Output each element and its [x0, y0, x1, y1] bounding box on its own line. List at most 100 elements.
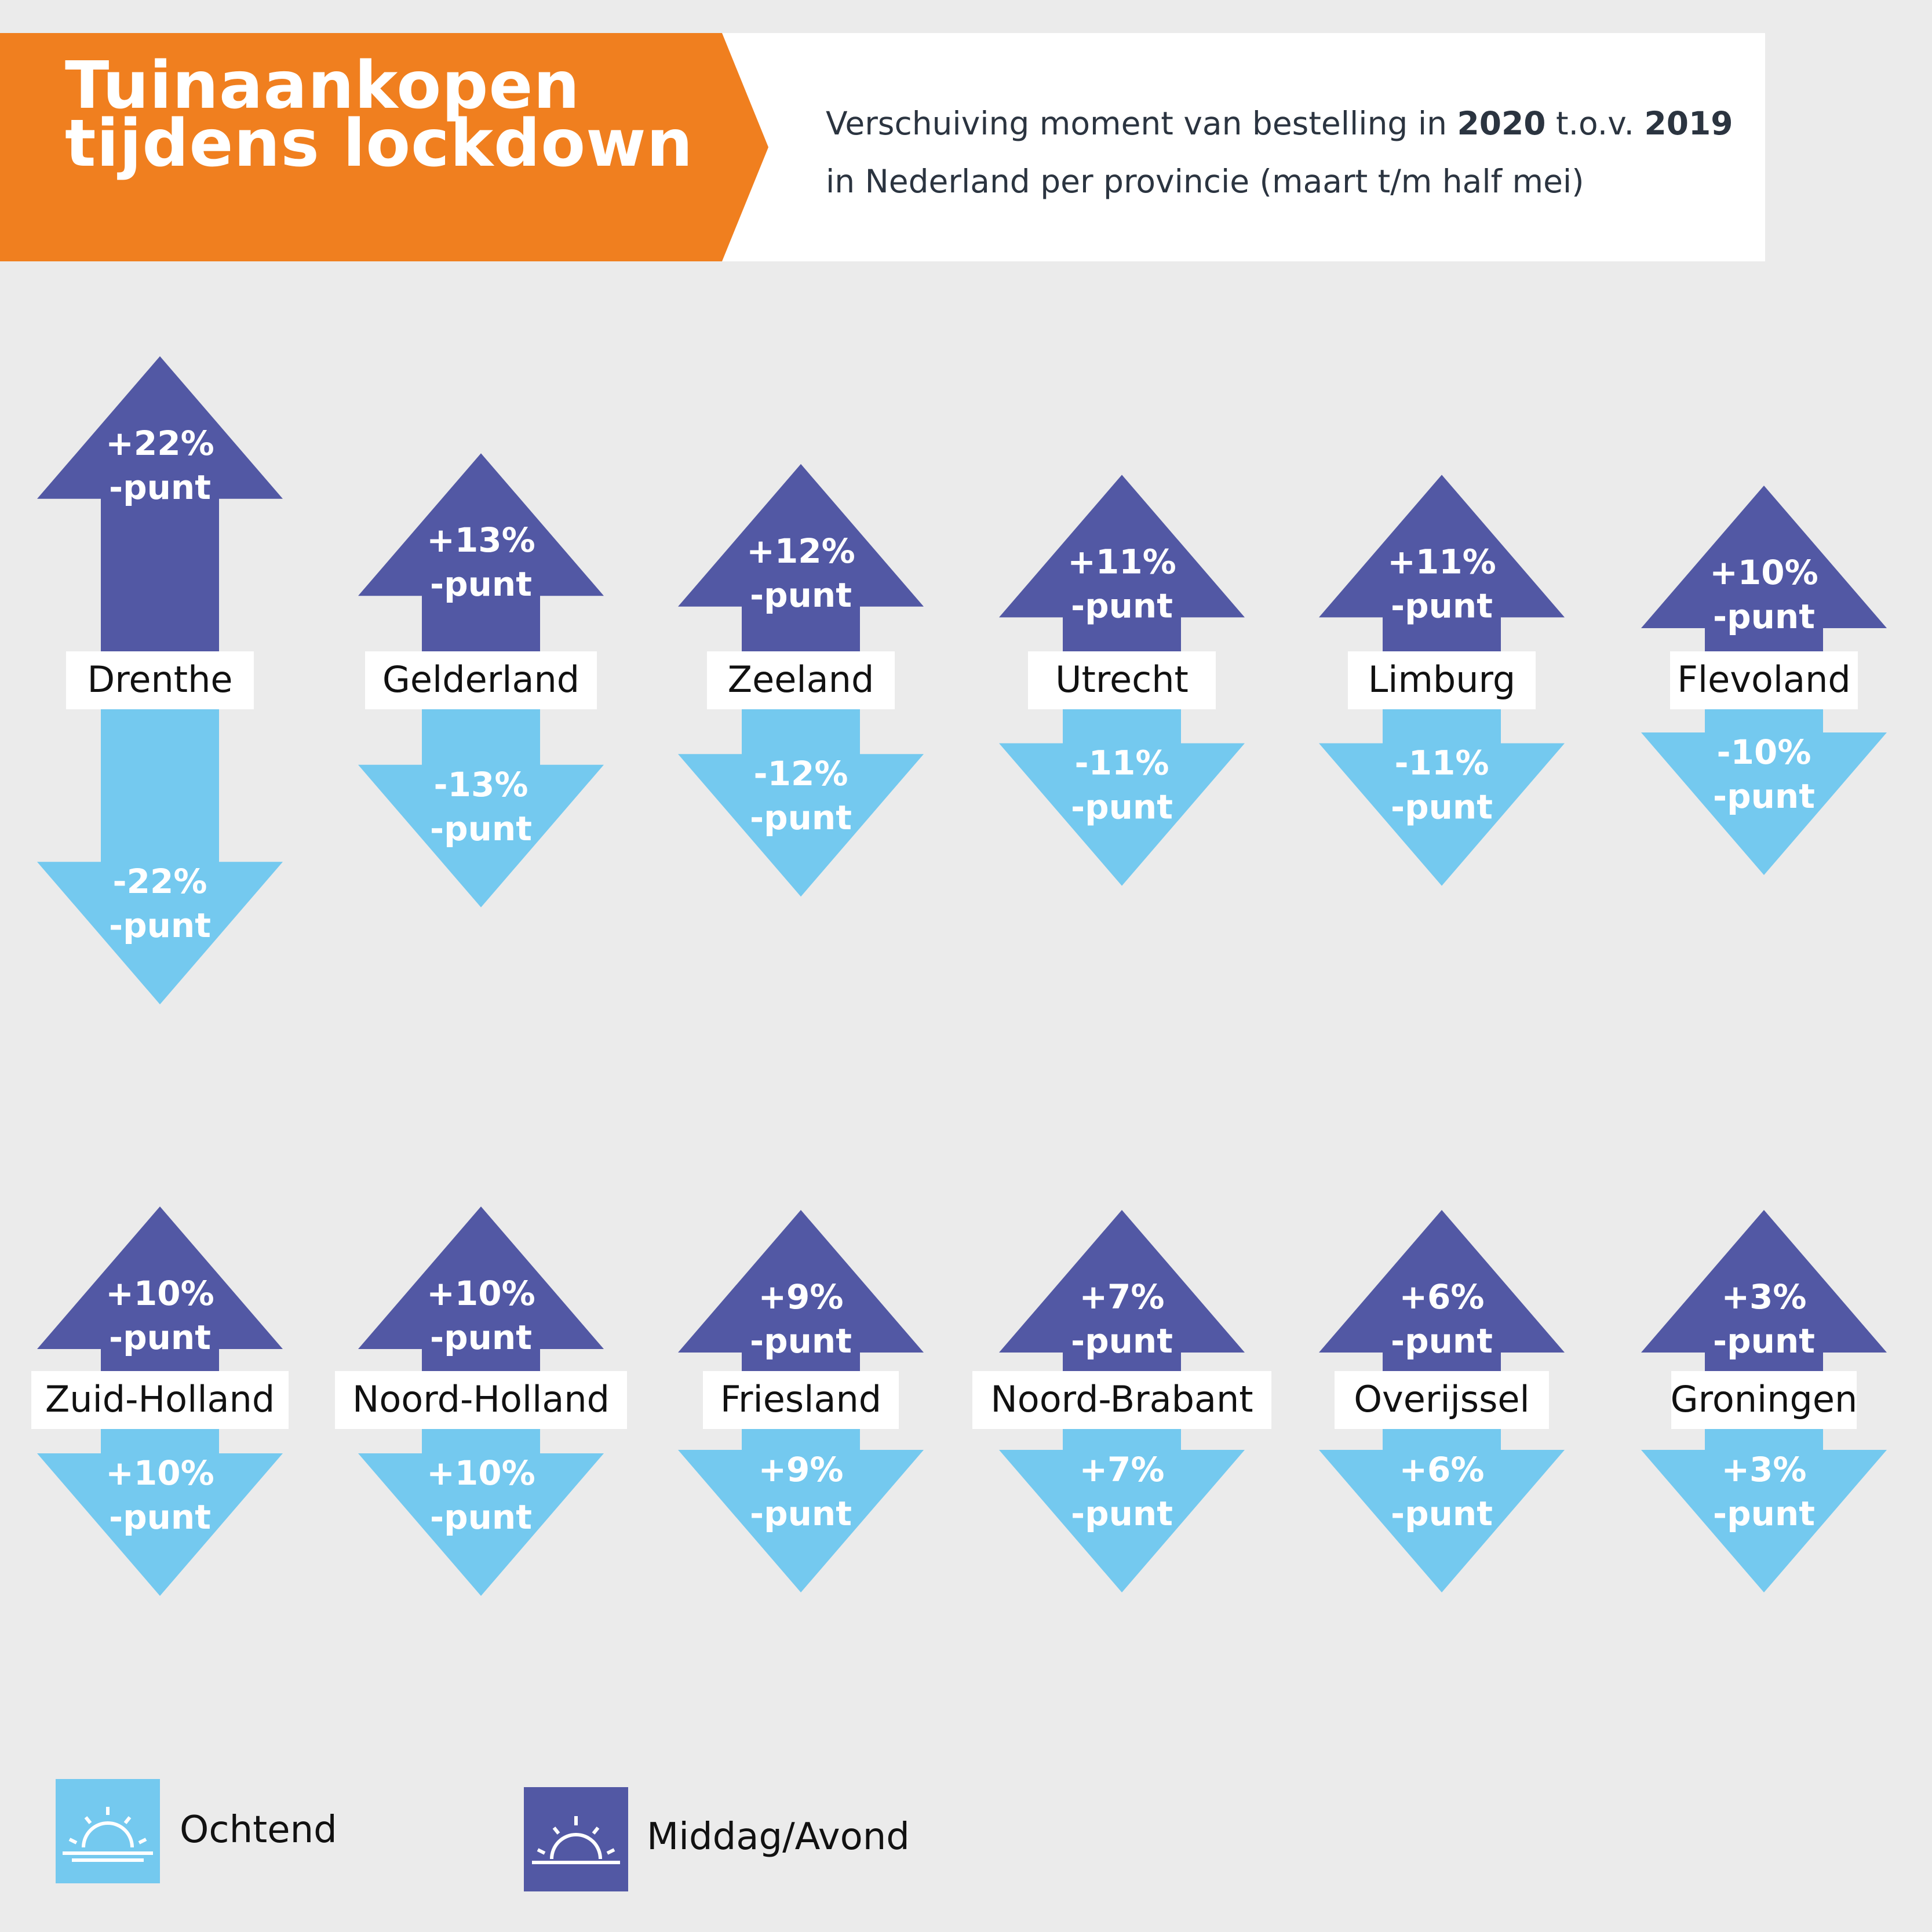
arrow-up-middag-avond	[1641, 486, 1887, 680]
subtitle-text-1: Verschuiving moment van bestelling in	[826, 105, 1457, 142]
province-zuid-holland: Zuid-Holland	[31, 1206, 289, 1596]
value-ochtend: -12%	[754, 754, 848, 793]
unit-middag-avond: -punt	[1071, 1321, 1173, 1361]
legend-label-middag-avond: Middag/Avond	[647, 1816, 910, 1858]
arrow-up-middag-avond	[678, 464, 924, 680]
province-label-bg	[707, 651, 895, 709]
value-ochtend: -11%	[1075, 743, 1169, 783]
unit-middag-avond: -punt	[1713, 597, 1815, 636]
arrow-up-middag-avond	[37, 1206, 283, 1401]
arrow-down-ochtend	[37, 680, 283, 1005]
unit-middag-avond: -punt	[1071, 586, 1173, 625]
arrow-up-middag-avond	[358, 1206, 604, 1401]
value-ochtend: -10%	[1717, 732, 1811, 772]
arrow-up-middag-avond	[358, 453, 604, 680]
province-label: Groningen	[1671, 1378, 1858, 1420]
value-middag-avond: +22%	[105, 424, 214, 463]
value-middag-avond: +10%	[1709, 553, 1818, 592]
province-zeeland: Zeeland	[678, 464, 924, 897]
unit-ochtend: -punt	[1391, 788, 1493, 827]
unit-ochtend: -punt	[1071, 788, 1173, 827]
page-title: Tuinaankopen tijdens lockdown	[65, 48, 694, 181]
arrow-down-ochtend	[678, 1401, 924, 1592]
value-ochtend: +9%	[758, 1450, 843, 1489]
value-middag-avond: +7%	[1079, 1277, 1164, 1317]
unit-ochtend: -punt	[430, 1497, 532, 1537]
province-noord-holland: Noord-Holland	[335, 1206, 627, 1596]
arrow-down-ochtend	[1641, 1401, 1887, 1592]
title-banner-shape	[0, 33, 768, 261]
value-ochtend: +6%	[1399, 1450, 1484, 1489]
province-label: Friesland	[720, 1378, 881, 1420]
value-middag-avond: +6%	[1399, 1277, 1484, 1317]
unit-ochtend: -punt	[1071, 1494, 1173, 1533]
subtitle-text-3: in Nederland per provincie (maart t/m ha…	[826, 163, 1584, 200]
province-label-bg	[972, 1371, 1271, 1429]
province-label: Overijssel	[1354, 1378, 1530, 1420]
value-middag-avond: +13%	[427, 520, 535, 560]
province-gelderland: Gelderland	[358, 453, 604, 907]
arrow-down-ochtend	[358, 1401, 604, 1596]
province-utrecht: Utrecht	[999, 475, 1245, 886]
value-middag-avond: +12%	[746, 531, 855, 571]
unit-middag-avond: -punt	[1391, 1321, 1493, 1361]
sunrise-icon	[63, 1807, 153, 1862]
province-label: Utrecht	[1055, 658, 1189, 701]
arrow-up-middag-avond	[1319, 475, 1565, 680]
unit-ochtend: -punt	[1713, 777, 1815, 816]
arrow-down-ochtend	[1319, 680, 1565, 886]
province-noord-brabant: Noord-Brabant	[972, 1210, 1271, 1592]
unit-middag-avond: -punt	[750, 575, 852, 615]
subtitle-text-2: t.o.v.	[1545, 105, 1645, 142]
unit-ochtend: -punt	[109, 1497, 211, 1537]
province-drenthe: Drenthe	[37, 356, 283, 1005]
value-ochtend: -13%	[434, 765, 528, 804]
legend-swatch-ochtend	[56, 1779, 160, 1883]
arrow-down-ochtend	[358, 680, 604, 907]
arrow-up-middag-avond	[999, 1210, 1245, 1401]
province-label-bg	[66, 651, 254, 709]
value-ochtend: -22%	[113, 862, 207, 901]
province-label: Flevoland	[1677, 658, 1851, 701]
province-label-bg	[335, 1371, 627, 1429]
unit-middag-avond: -punt	[109, 468, 211, 507]
legend-swatch-middag-avond	[524, 1787, 628, 1891]
province-label-bg	[365, 651, 597, 709]
province-label-bg	[1671, 1371, 1857, 1429]
value-ochtend: +3%	[1721, 1450, 1806, 1489]
unit-ochtend: -punt	[1391, 1494, 1493, 1533]
unit-middag-avond: -punt	[1713, 1321, 1815, 1361]
unit-ochtend: -punt	[750, 1494, 852, 1533]
unit-middag-avond: -punt	[109, 1318, 211, 1357]
province-limburg: Limburg	[1319, 475, 1565, 886]
arrow-down-ochtend	[1641, 680, 1887, 875]
value-middag-avond: +10%	[105, 1274, 214, 1313]
subtitle-year-2020: 2020	[1457, 105, 1546, 142]
value-middag-avond: +11%	[1067, 542, 1176, 581]
arrow-down-ochtend	[37, 1401, 283, 1596]
unit-middag-avond: -punt	[750, 1321, 852, 1361]
province-label: Gelderland	[382, 658, 579, 701]
province-label-bg	[1670, 651, 1858, 709]
value-ochtend: +10%	[427, 1453, 535, 1493]
unit-ochtend: -punt	[109, 906, 211, 945]
province-label-bg	[1028, 651, 1216, 709]
province-friesland: Friesland	[678, 1210, 924, 1592]
unit-ochtend: -punt	[430, 809, 532, 848]
arrow-up-middag-avond	[1641, 1210, 1887, 1401]
province-flevoland: Flevoland	[1641, 486, 1887, 875]
unit-middag-avond: -punt	[1391, 586, 1493, 625]
province-label: Zuid-Holland	[45, 1378, 275, 1420]
arrow-up-middag-avond	[37, 356, 283, 680]
arrow-up-middag-avond	[1319, 1210, 1565, 1401]
arrow-down-ochtend	[999, 680, 1245, 886]
value-ochtend: +7%	[1079, 1450, 1164, 1489]
province-label: Limburg	[1368, 658, 1516, 701]
arrow-down-ochtend	[678, 680, 924, 897]
unit-middag-avond: -punt	[430, 1318, 532, 1357]
value-middag-avond: +9%	[758, 1277, 843, 1317]
subtitle-year-2019: 2019	[1644, 105, 1733, 142]
province-label-bg	[703, 1371, 899, 1429]
arrow-down-ochtend	[1319, 1401, 1565, 1592]
